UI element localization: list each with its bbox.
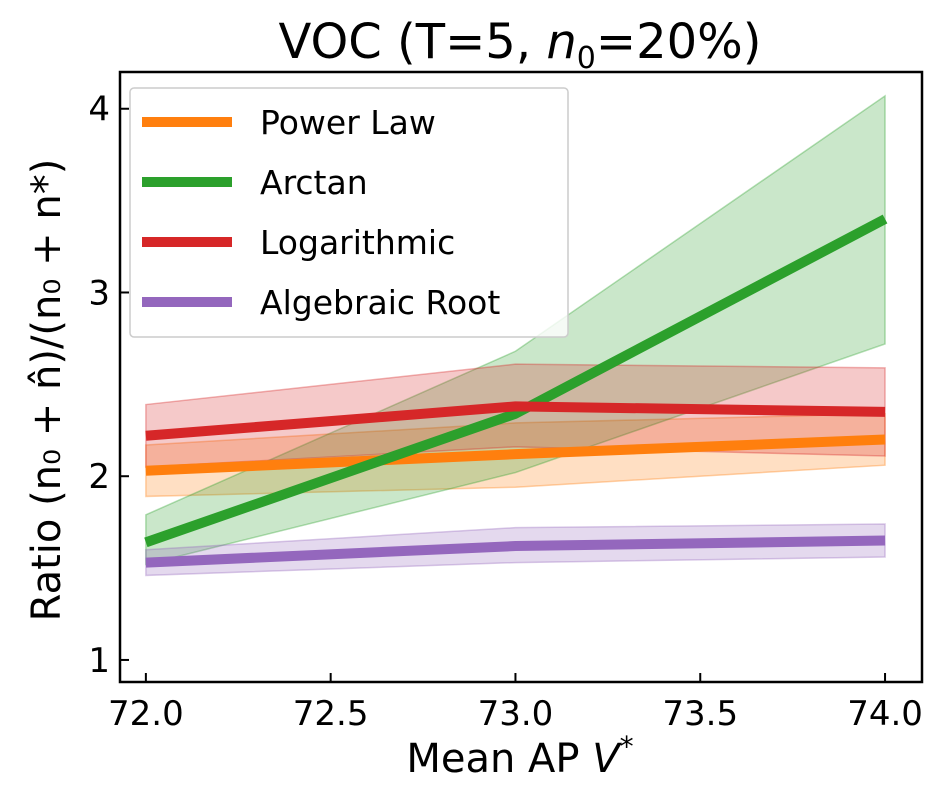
- y-axis-label: Ratio (n₀ + n̂)/(n₀ + n*): [24, 159, 70, 622]
- chart-title: VOC (T=5, n0=20%): [278, 14, 761, 76]
- x-tick-label: 73.5: [662, 694, 738, 734]
- line-logarithmic: [145, 401, 886, 441]
- x-tick-label: 74.0: [847, 694, 923, 734]
- x-tick-label: 72.5: [293, 694, 369, 734]
- x-axis-label: Mean AP V*: [406, 730, 633, 782]
- x-tick-label: 73.0: [478, 694, 554, 734]
- y-tick-label: 4: [88, 90, 110, 130]
- legend-label-arctan: Arctan: [260, 163, 368, 202]
- legend: Power Law Arctan Logarithmic Algebraic Root: [129, 87, 569, 338]
- axis-ticks: 72.0 72.5 73.0 73.5 74.0 1 2 3 4: [88, 90, 923, 734]
- legend-box: [129, 87, 569, 338]
- legend-label-algebraic-root: Algebraic Root: [260, 283, 500, 322]
- plot-frame: [118, 70, 924, 684]
- series-lines: [144, 214, 888, 568]
- line-algebraic-root: [145, 535, 886, 568]
- y-tick-label: 3: [88, 273, 110, 313]
- legend-label-power-law: Power Law: [260, 103, 436, 142]
- y-tick-label: 1: [88, 641, 110, 681]
- line-arctan: [144, 214, 888, 548]
- line-power-law: [145, 434, 886, 476]
- y-tick-label: 2: [88, 457, 110, 497]
- x-tick-label: 72.0: [108, 694, 184, 734]
- legend-label-logarithmic: Logarithmic: [260, 223, 455, 262]
- band-arctan: [145, 94, 886, 566]
